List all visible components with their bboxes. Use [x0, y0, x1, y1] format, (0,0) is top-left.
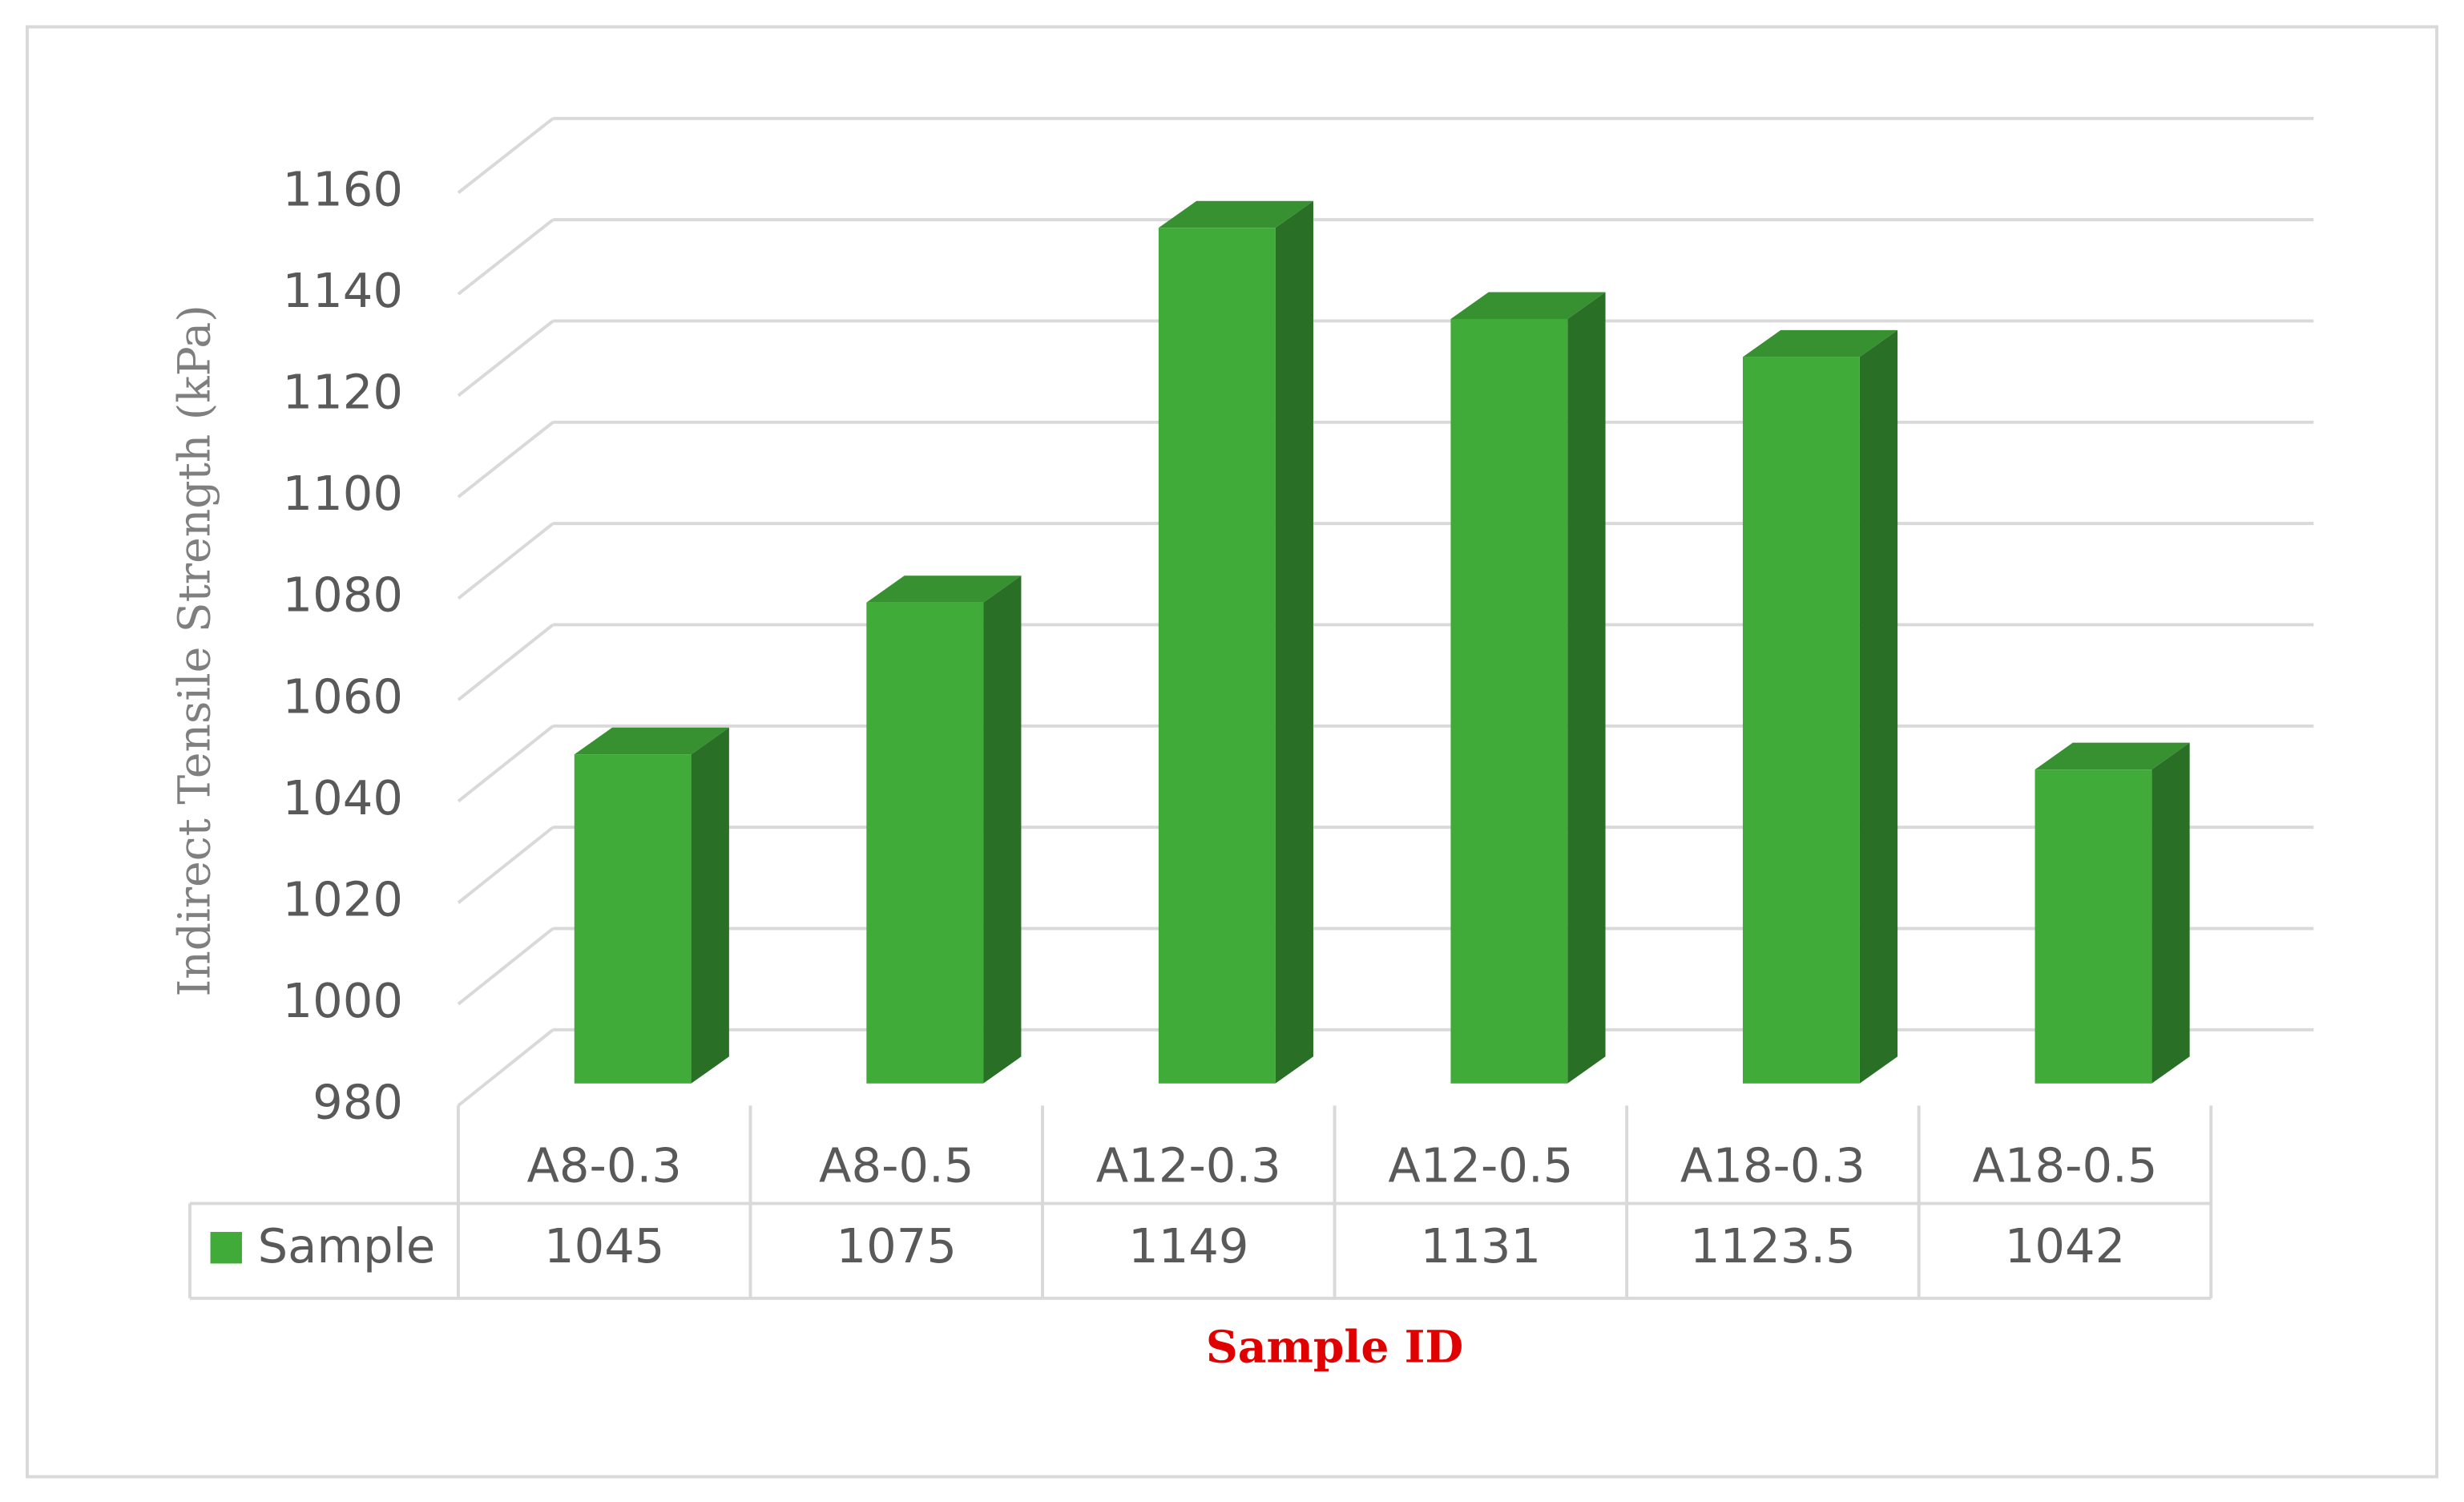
x-tick-label: A12-0.3: [1096, 1137, 1281, 1193]
y-tick-label: 1100: [283, 466, 403, 521]
grid-line: [457, 522, 555, 600]
bar-side: [691, 727, 729, 1084]
legend-swatch: [210, 1232, 242, 1264]
y-tick-label: 1140: [283, 263, 403, 318]
bar-top: [574, 727, 729, 755]
x-axis-title: Sample ID: [1206, 1321, 1463, 1373]
grid-line: [457, 218, 555, 296]
y-tick-label: 1120: [283, 365, 403, 420]
bar-top: [866, 575, 1022, 603]
y-tick-label: 1040: [283, 770, 403, 826]
y-tick-label: 1080: [283, 567, 403, 623]
y-tick-label: 1000: [283, 973, 403, 1028]
grid-line: [457, 421, 555, 499]
grid-line: [457, 725, 555, 803]
table-value: 1131: [1421, 1218, 1541, 1274]
bar-top: [2035, 742, 2190, 770]
grid-line: [457, 623, 555, 701]
legend-label: Sample: [258, 1218, 436, 1274]
x-tick-label: A8-0.5: [819, 1137, 974, 1193]
bar-side: [1275, 200, 1313, 1084]
bar-top: [1450, 292, 1606, 319]
bar: [1158, 228, 1276, 1084]
y-tick-label: 980: [313, 1074, 403, 1129]
grid-line: [457, 319, 555, 398]
table-value: 1045: [544, 1218, 664, 1274]
bar: [2035, 769, 2152, 1084]
y-tick-label: 1060: [283, 668, 403, 724]
y-tick-label: 1160: [283, 162, 403, 217]
table-value: 1075: [837, 1218, 957, 1274]
x-tick-label: A18-0.3: [1680, 1137, 1865, 1193]
grid-line: [457, 1028, 555, 1107]
bar: [1450, 318, 1568, 1084]
bar-top: [1742, 329, 1898, 357]
bar: [574, 754, 692, 1084]
bar-side: [2151, 742, 2190, 1084]
table-value: 1149: [1128, 1218, 1248, 1274]
y-tick-label: 1020: [283, 871, 403, 927]
bar-side: [1567, 292, 1606, 1084]
y-axis-title: Indirect Tensile Strength (kPa): [169, 305, 220, 996]
bar-side: [983, 575, 1022, 1084]
x-tick-label: A12-0.5: [1388, 1137, 1573, 1193]
bar-side: [1859, 329, 1898, 1084]
grid-line: [457, 927, 555, 1006]
bar: [1742, 357, 1860, 1084]
table-value: 1123.5: [1690, 1218, 1856, 1274]
table-value: 1042: [2005, 1218, 2125, 1274]
x-tick-label: A18-0.5: [1972, 1137, 2157, 1193]
grid-line: [457, 117, 555, 194]
x-tick-label: A8-0.3: [527, 1137, 682, 1193]
bar: [866, 602, 984, 1084]
bar-top: [1158, 200, 1313, 228]
grid-line: [457, 826, 555, 904]
